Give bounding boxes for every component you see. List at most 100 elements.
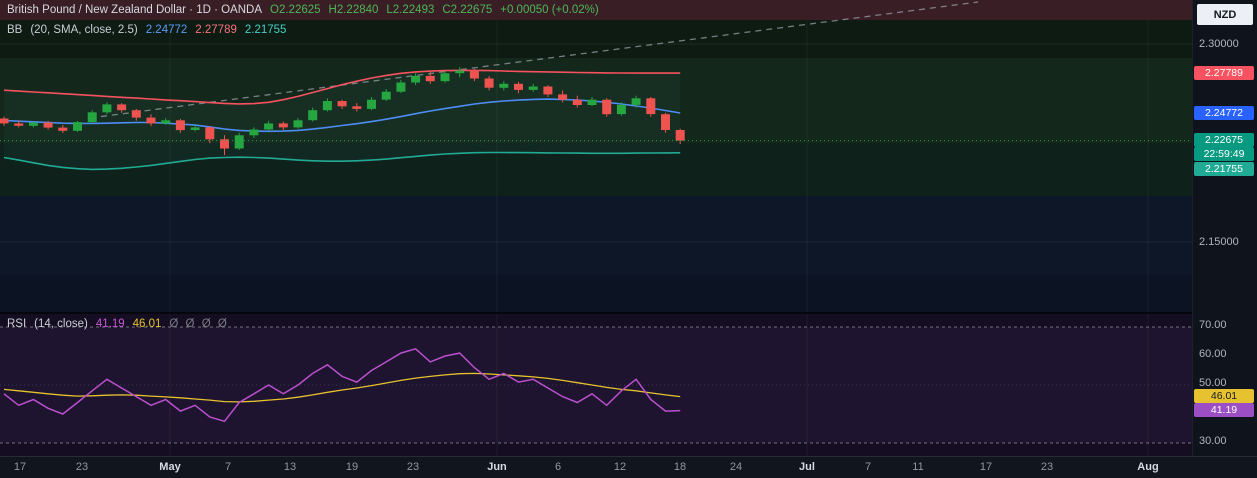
candle-body — [411, 75, 421, 83]
candle-body — [58, 127, 68, 131]
background-zone — [0, 0, 1192, 20]
candle-body — [616, 104, 626, 115]
candle-body — [352, 106, 362, 109]
candle-body — [175, 120, 185, 131]
scale-tick-label: 50.00 — [1199, 377, 1227, 389]
candle-body — [367, 99, 376, 109]
price-badge: 46.01 — [1194, 389, 1254, 403]
rsi-indicator-name[interactable]: RSI — [7, 318, 27, 330]
time-tick-label: 17 — [13, 461, 27, 473]
candle-body — [572, 99, 582, 105]
candle-body — [293, 120, 303, 128]
candle-body — [484, 78, 494, 88]
candle-body — [249, 129, 259, 136]
time-tick-label: 18 — [673, 461, 687, 473]
background-zone — [0, 196, 1192, 275]
rsi-line — [3, 347, 681, 423]
candle-body — [440, 73, 450, 82]
time-tick-label: Aug — [1137, 461, 1159, 473]
price-badge: 2.27789 — [1194, 66, 1254, 80]
price-badge: 2.21755 — [1194, 162, 1254, 176]
candle-body — [661, 114, 670, 130]
candle-body — [161, 120, 171, 124]
price-change: +0.00050 (+0.02%) — [500, 4, 599, 16]
bb-indicator-name[interactable]: BB — [7, 24, 23, 36]
time-tick-label: 24 — [729, 461, 743, 473]
candle-body — [646, 98, 656, 115]
candles-group — [0, 67, 685, 156]
main-chart-canvas[interactable] — [0, 0, 1192, 312]
scale-tick-label: 30.00 — [1199, 435, 1227, 447]
ohlc-close: C2.22675 — [442, 4, 493, 16]
time-tick-label: Jun — [487, 461, 507, 473]
candle-body — [455, 70, 465, 74]
scale-tick-label: 60.00 — [1199, 348, 1227, 360]
bb-basis-line — [3, 98, 681, 133]
candle-body — [602, 99, 612, 115]
time-axis[interactable]: 17 23 May 7 13 19 23 Jun 6 12 18 24 Jul 7 11 17 23 Aug — [0, 456, 1257, 478]
right-price-scale[interactable]: NZD 2.30000 2.15000 70.00 60.00 50.00 30.00 2.… — [1192, 0, 1257, 456]
rsi-indicator-legend: RSI (14, close) 41.19 46.01 Ø Ø Ø Ø — [7, 318, 229, 330]
candle-body — [205, 127, 215, 140]
bb-basis-value: 2.24772 — [145, 24, 188, 36]
candle-body — [425, 75, 435, 82]
time-tick-label: 23 — [75, 461, 89, 473]
time-tick-label: 12 — [613, 461, 627, 473]
candle-body — [322, 101, 332, 111]
candle-body — [675, 130, 685, 141]
candle-body — [308, 110, 318, 121]
candle-body — [28, 122, 38, 126]
rsi-chart-canvas[interactable] — [0, 314, 1192, 456]
candle-body — [396, 82, 406, 92]
candle-body — [337, 101, 347, 107]
time-tick-label: 7 — [864, 461, 872, 473]
symbol-legend: British Pound / New Zealand Dollar · 1D … — [7, 4, 599, 16]
candle-body — [87, 112, 97, 123]
price-badge: 22:59:49 — [1194, 147, 1254, 161]
price-badge: 41.19 — [1194, 403, 1254, 417]
bb-indicator-legend: BB (20, SMA, close, 2.5) 2.24772 2.27789… — [7, 24, 286, 36]
time-tick-label: 23 — [1040, 461, 1054, 473]
candle-body — [514, 83, 523, 90]
rsi-ma-line — [3, 372, 681, 403]
rsi-indicator-params: (14, close) — [34, 318, 88, 330]
time-tick-label: 17 — [979, 461, 993, 473]
candle-body — [528, 86, 538, 90]
candle-body — [234, 135, 244, 149]
pane-divider[interactable] — [0, 312, 1192, 314]
time-tick-label: 13 — [283, 461, 297, 473]
candle-body — [73, 122, 82, 131]
candle-body — [543, 86, 553, 95]
currency-toggle-button[interactable]: NZD — [1197, 4, 1253, 25]
candle-body — [469, 70, 479, 79]
time-tick-label: Jul — [799, 461, 815, 473]
price-badge: 2.24772 — [1194, 106, 1254, 120]
time-tick-label: May — [159, 461, 181, 473]
time-tick-label: 7 — [224, 461, 232, 473]
candle-body — [102, 104, 112, 113]
time-tick-label: 19 — [345, 461, 359, 473]
scale-tick-label: 70.00 — [1199, 319, 1227, 331]
scale-tick-label: 2.15000 — [1199, 236, 1239, 248]
bb-lower-line — [3, 151, 681, 171]
candle-body — [264, 123, 274, 130]
candle-body — [631, 98, 641, 105]
candle-body — [558, 94, 568, 100]
candle-body — [499, 83, 509, 88]
candle-body — [117, 104, 127, 111]
candle-body — [43, 122, 53, 128]
bb-indicator-params: (20, SMA, close, 2.5) — [30, 24, 138, 36]
candle-body — [220, 139, 229, 149]
time-tick-label: 6 — [554, 461, 562, 473]
ohlc-open: O2.22625 — [270, 4, 321, 16]
candle-body — [146, 117, 156, 124]
ohlc-low: L2.22493 — [386, 4, 435, 16]
ohlc-high: H2.22840 — [328, 4, 379, 16]
scale-tick-label: 2.30000 — [1199, 38, 1239, 50]
bb-lower-value: 2.21755 — [244, 24, 287, 36]
symbol-title[interactable]: British Pound / New Zealand Dollar · 1D … — [7, 4, 263, 16]
candle-body — [278, 123, 288, 128]
bb-upper-value: 2.27789 — [195, 24, 237, 36]
bb-upper-line — [3, 69, 681, 105]
